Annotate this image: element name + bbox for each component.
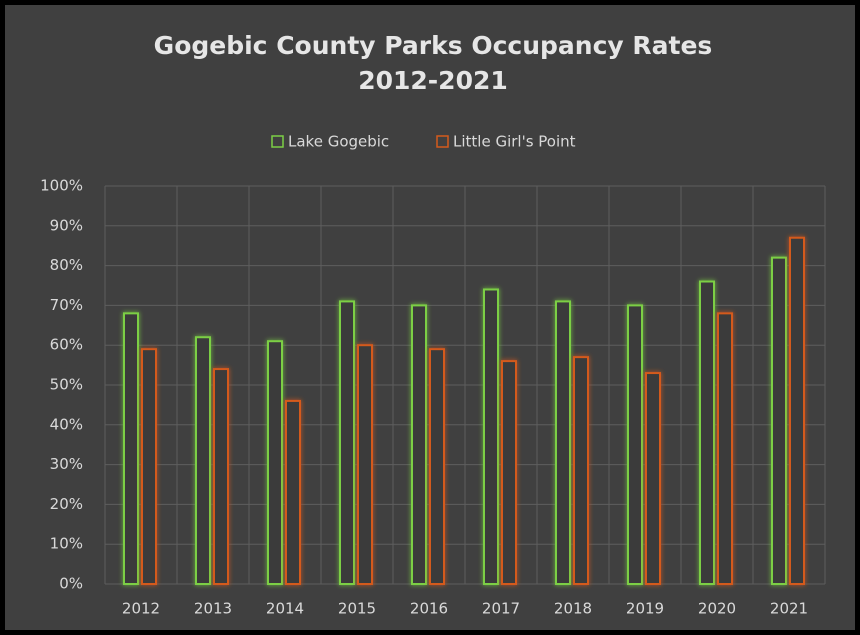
bar xyxy=(411,304,427,585)
bar xyxy=(627,304,643,585)
bar xyxy=(285,399,301,586)
y-tick-label: 80% xyxy=(50,256,83,274)
x-tick-label: 2018 xyxy=(554,600,592,618)
bar xyxy=(789,236,805,586)
bar xyxy=(195,336,211,585)
legend-label: Little Girl's Point xyxy=(453,133,576,151)
bar xyxy=(717,312,733,585)
legend-label: Lake Gogebic xyxy=(288,133,389,151)
bar xyxy=(645,372,661,585)
y-tick-label: 50% xyxy=(50,376,83,394)
x-tick-label: 2012 xyxy=(122,600,160,618)
y-tick-label: 100% xyxy=(40,177,83,195)
bar xyxy=(483,288,499,585)
bar xyxy=(123,312,139,585)
bar xyxy=(141,348,157,585)
legend-swatch xyxy=(436,135,449,148)
bar xyxy=(771,256,787,585)
y-tick-label: 10% xyxy=(50,535,83,553)
x-tick-label: 2019 xyxy=(626,600,664,618)
y-tick-label: 30% xyxy=(50,455,83,473)
y-tick-label: 70% xyxy=(50,296,83,314)
bar xyxy=(501,360,517,585)
bar xyxy=(573,356,589,586)
bar xyxy=(357,344,373,586)
bar xyxy=(213,368,229,585)
chart-title: Gogebic County Parks Occupancy Rates xyxy=(154,31,713,60)
legend-swatch xyxy=(271,135,284,148)
chart-subtitle: 2012-2021 xyxy=(358,66,508,95)
bar xyxy=(555,300,571,585)
bar xyxy=(699,280,715,585)
bar xyxy=(429,348,445,585)
x-tick-label: 2021 xyxy=(770,600,808,618)
y-tick-label: 60% xyxy=(50,336,83,354)
bar xyxy=(339,300,355,585)
y-tick-label: 90% xyxy=(50,216,83,234)
x-tick-label: 2014 xyxy=(266,600,304,618)
y-tick-label: 0% xyxy=(59,575,83,593)
x-tick-label: 2013 xyxy=(194,600,232,618)
y-tick-label: 40% xyxy=(50,415,83,433)
bar xyxy=(267,340,283,585)
x-tick-label: 2020 xyxy=(698,600,736,618)
x-tick-label: 2015 xyxy=(338,600,376,618)
x-tick-label: 2017 xyxy=(482,600,520,618)
y-tick-label: 20% xyxy=(50,495,83,513)
x-tick-label: 2016 xyxy=(410,600,448,618)
